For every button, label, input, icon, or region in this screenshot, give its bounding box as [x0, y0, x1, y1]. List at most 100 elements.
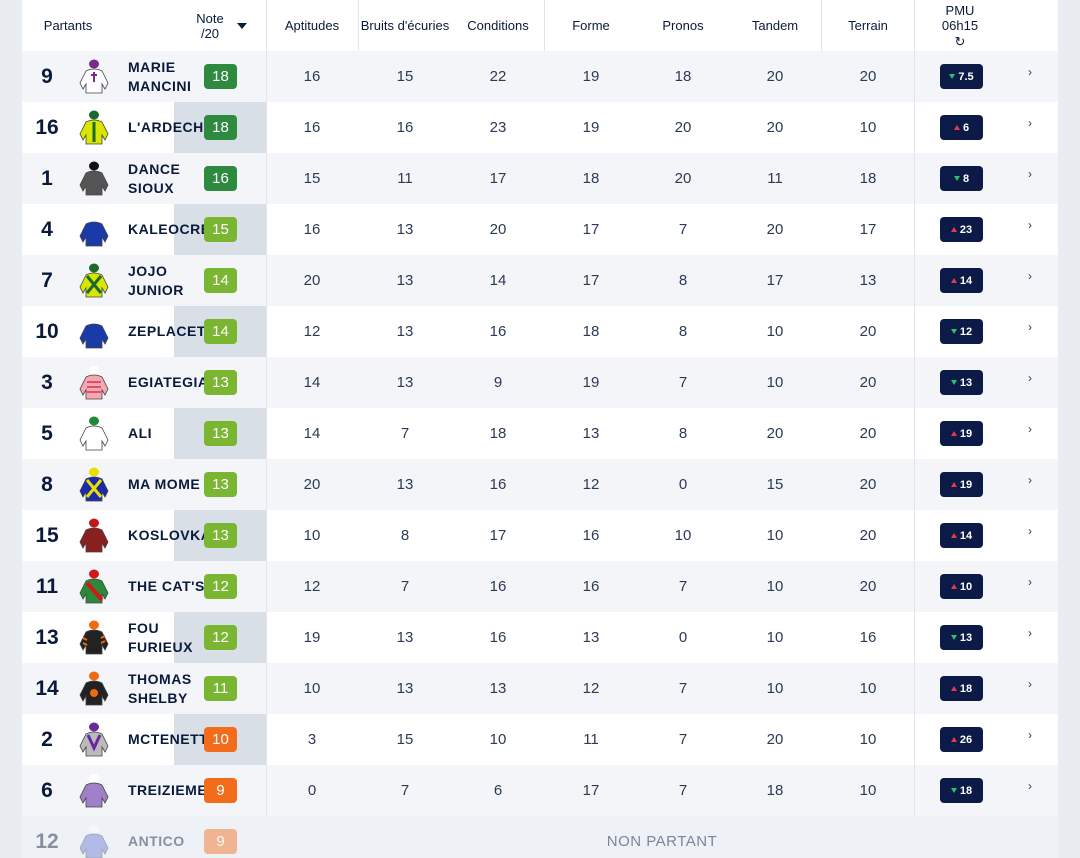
chevron-right-icon[interactable]: › — [1028, 677, 1032, 691]
chevron-right-icon[interactable]: › — [1028, 371, 1032, 385]
jockey-silk-icon — [78, 59, 110, 95]
odds-badge[interactable]: 26 — [940, 727, 983, 752]
table-row[interactable]: 10 ZEPLACET 14 12 13 16 18 8 10 20 12 › — [22, 306, 1058, 357]
chevron-right-icon[interactable]: › — [1028, 218, 1032, 232]
header-bruits[interactable]: Bruits d'écuries — [360, 18, 450, 33]
cell-forme: 13 — [582, 425, 600, 442]
cell-tandem: 11 — [767, 170, 783, 187]
header-pronos[interactable]: Pronos — [662, 18, 704, 33]
table-row[interactable]: 1 DANCE SIOUX 16 15 11 17 18 20 11 18 8 › — [22, 153, 1058, 204]
header-pmu[interactable]: PMU 06h15 ↻ — [914, 0, 1006, 51]
cell-pronos: 20 — [674, 119, 692, 136]
jockey-silk-icon — [78, 212, 110, 248]
odds-badge[interactable]: 18 — [940, 676, 983, 701]
odds-badge[interactable]: 6 — [940, 115, 983, 140]
runner-name[interactable]: DANCE SIOUX — [128, 160, 181, 196]
odds-badge[interactable]: 14 — [940, 523, 983, 548]
table-row[interactable]: 16 L'ARDECHO 18 16 16 23 19 20 20 10 6 › — [22, 102, 1058, 153]
runner-name[interactable]: MCTENETT — [128, 731, 209, 747]
odds-badge[interactable]: 13 — [940, 625, 983, 650]
table-row[interactable]: 8 MA MOME 13 20 13 16 12 0 15 20 19 › — [22, 459, 1058, 510]
chevron-right-icon[interactable]: › — [1028, 626, 1032, 640]
table-row[interactable]: 11 THE CAT'S 12 12 7 16 16 7 10 20 10 › — [22, 561, 1058, 612]
cell-aptitudes: 16 — [303, 221, 321, 238]
odds-badge[interactable]: 23 — [940, 217, 983, 242]
runner-name[interactable]: THOMAS SHELBY — [128, 670, 192, 706]
odds-badge[interactable]: 7.5 — [940, 64, 983, 89]
cell-terrain: 20 — [859, 374, 877, 391]
table-row[interactable]: 2 MCTENETT 10 3 15 10 11 7 20 10 26 › — [22, 714, 1058, 765]
odds-badge[interactable]: 18 — [940, 778, 983, 803]
chevron-right-icon[interactable]: › — [1028, 575, 1032, 589]
cell-tandem: 18 — [766, 782, 784, 799]
jockey-silk-icon — [78, 263, 110, 299]
odds-badge[interactable]: 8 — [940, 166, 983, 191]
table-row[interactable]: 9 MARIE MANCINI 18 16 15 22 19 18 20 20 7.5 › — [22, 51, 1058, 102]
runner-name[interactable]: L'ARDECHO — [128, 119, 210, 135]
trend-down-icon — [950, 380, 957, 385]
cell-conditions: 16 — [489, 323, 507, 340]
chevron-right-icon[interactable]: › — [1028, 473, 1032, 487]
table-row[interactable]: 6 TREIZIEME 9 0 7 6 17 7 18 10 18 › — [22, 765, 1058, 816]
runner-name[interactable]: ALI — [128, 425, 153, 441]
runner-number: 3 — [41, 370, 53, 394]
runner-name[interactable]: MARIE MANCINI — [128, 58, 192, 94]
cell-terrain: 20 — [859, 68, 877, 85]
header-aptitudes[interactable]: Aptitudes — [284, 18, 340, 33]
runner-name[interactable]: ZEPLACET — [128, 323, 206, 339]
cell-terrain: 10 — [859, 731, 877, 748]
cell-conditions: 22 — [489, 68, 507, 85]
runner-name[interactable]: TREIZIEME — [128, 782, 208, 798]
header-terrain[interactable]: Terrain — [848, 18, 888, 33]
odds-badge[interactable]: 19 — [940, 472, 983, 497]
chevron-right-icon[interactable]: › — [1028, 167, 1032, 181]
cell-tandem: 20 — [766, 221, 784, 238]
cell-bruits: 7 — [400, 578, 410, 595]
header-forme[interactable]: Forme — [572, 18, 610, 33]
cell-forme: 12 — [582, 476, 600, 493]
header-separator — [821, 0, 822, 51]
chevron-right-icon[interactable]: › — [1028, 320, 1032, 334]
trend-down-icon — [953, 176, 960, 181]
odds-badge[interactable]: 13 — [940, 370, 983, 395]
runner-name[interactable]: JOJO JUNIOR — [128, 262, 184, 298]
row-separator — [914, 663, 915, 714]
chevron-right-icon[interactable]: › — [1028, 116, 1032, 130]
table-row[interactable]: 7 JOJO JUNIOR 14 20 13 14 17 8 17 13 14 › — [22, 255, 1058, 306]
chevron-right-icon[interactable]: › — [1028, 269, 1032, 283]
table-row[interactable]: 14 THOMAS SHELBY 11 10 13 13 12 7 10 10 18 › — [22, 663, 1058, 714]
odds-badge[interactable]: 14 — [940, 268, 983, 293]
runner-name[interactable]: KALEOCRE — [128, 221, 210, 237]
table-row[interactable]: 15 KOSLOVKA 13 10 8 17 16 10 10 20 14 › — [22, 510, 1058, 561]
refresh-icon[interactable]: ↻ — [954, 34, 966, 49]
cell-bruits: 11 — [397, 170, 413, 187]
jockey-silk-icon — [78, 161, 110, 197]
runner-name[interactable]: MA MOME — [128, 476, 201, 492]
odds-value: 8 — [962, 172, 970, 185]
cell-tandem: 10 — [766, 578, 784, 595]
chevron-right-icon[interactable]: › — [1028, 422, 1032, 436]
note-badge: 13 — [204, 370, 237, 395]
odds-badge[interactable]: 12 — [940, 319, 983, 344]
cell-pronos: 8 — [678, 272, 688, 289]
runner-name[interactable]: THE CAT'S — [128, 578, 205, 594]
table-row[interactable]: 3 EGIATEGIA 13 14 13 9 19 7 10 20 13 › — [22, 357, 1058, 408]
header-conditions[interactable]: Conditions — [467, 18, 529, 33]
header-note-sort[interactable]: Note /20 — [174, 0, 266, 51]
chevron-right-icon[interactable]: › — [1028, 728, 1032, 742]
chevron-right-icon[interactable]: › — [1028, 65, 1032, 79]
odds-badge[interactable]: 10 — [940, 574, 983, 599]
chevron-right-icon[interactable]: › — [1028, 524, 1032, 538]
table-row[interactable]: 13 FOU FURIEUX 12 19 13 16 13 0 10 16 13 › — [22, 612, 1058, 663]
runner-name[interactable]: KOSLOVKA — [128, 527, 210, 543]
row-separator — [266, 306, 267, 357]
header-tandem[interactable]: Tandem — [751, 18, 799, 33]
cell-aptitudes: 3 — [307, 731, 317, 748]
table-row[interactable]: 4 KALEOCRE 15 16 13 20 17 7 20 17 23 › — [22, 204, 1058, 255]
row-separator — [914, 153, 915, 204]
chevron-right-icon[interactable]: › — [1028, 779, 1032, 793]
runner-name[interactable]: EGIATEGIA — [128, 374, 209, 390]
odds-badge[interactable]: 19 — [940, 421, 983, 446]
table-row[interactable]: 5 ALI 13 14 7 18 13 8 20 20 19 › — [22, 408, 1058, 459]
runner-name[interactable]: FOU FURIEUX — [128, 619, 193, 655]
